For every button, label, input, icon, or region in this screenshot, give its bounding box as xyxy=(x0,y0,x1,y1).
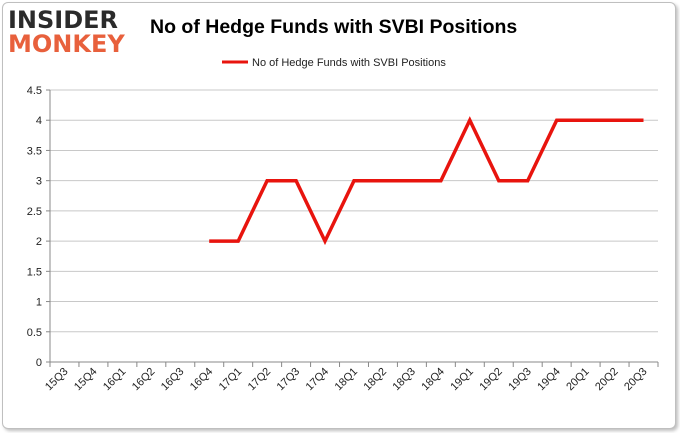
x-tick-label: 18Q1 xyxy=(333,366,361,394)
logo-line2: MONKEY xyxy=(8,30,125,58)
x-tick-label: 19Q4 xyxy=(535,366,563,394)
x-tick-label: 18Q4 xyxy=(419,366,447,394)
y-tick-label: 1.5 xyxy=(27,266,42,278)
chart-title: No of Hedge Funds with SVBI Positions xyxy=(150,16,518,38)
x-tick-label: 17Q4 xyxy=(304,366,332,394)
y-tick-label: 2 xyxy=(36,236,42,248)
y-tick-label: 3 xyxy=(36,176,42,188)
x-tick-label: 19Q2 xyxy=(477,366,505,394)
legend-label: No of Hedge Funds with SVBI Positions xyxy=(252,57,446,69)
x-tick-label: 19Q1 xyxy=(448,366,476,394)
y-tick-label: 1 xyxy=(36,297,42,309)
y-tick-label: 4.5 xyxy=(27,85,42,97)
x-tick-label: 17Q2 xyxy=(246,366,274,394)
x-axis: 15Q3 15Q4 16Q1 16Q2 16Q3 16Q4 17Q1 17Q2 17Q3 17Q4… xyxy=(43,361,659,394)
x-tick-label: 20Q3 xyxy=(622,366,650,394)
y-tick-label: 0.5 xyxy=(27,327,42,339)
y-tick-label: 3.5 xyxy=(27,145,42,157)
x-tick-label: 15Q3 xyxy=(43,366,71,394)
x-tick-label: 16Q3 xyxy=(159,366,187,394)
x-tick-label: 18Q2 xyxy=(362,366,390,394)
x-tick-label: 20Q1 xyxy=(564,366,592,394)
x-tick-label: 15Q4 xyxy=(72,366,100,394)
series-line xyxy=(209,116,644,246)
x-tick-label: 17Q3 xyxy=(275,366,303,394)
gridlines xyxy=(50,89,658,363)
insidermonkey-logo: INSIDER MONKEY xyxy=(8,8,125,56)
x-tick-label: 16Q2 xyxy=(130,366,158,394)
y-tick-label: 2.5 xyxy=(27,206,42,218)
y-tick-label: 4 xyxy=(36,115,42,127)
x-tick-label: 17Q1 xyxy=(217,366,245,394)
x-tick-label: 20Q2 xyxy=(593,366,621,394)
x-tick-label: 19Q3 xyxy=(506,366,534,394)
logo-line1: INSIDER xyxy=(8,6,119,34)
x-tick-label: 16Q1 xyxy=(101,366,129,394)
y-axis: 0 0.5 1 1.5 2 2.5 3 3.5 4 4.5 xyxy=(27,85,51,369)
x-tick-label: 18Q3 xyxy=(391,366,419,394)
series-lines xyxy=(209,116,644,246)
x-tick-label: 16Q4 xyxy=(188,366,216,394)
legend: No of Hedge Funds with SVBI Positions xyxy=(222,57,446,69)
y-tick-label: 0 xyxy=(36,357,42,369)
